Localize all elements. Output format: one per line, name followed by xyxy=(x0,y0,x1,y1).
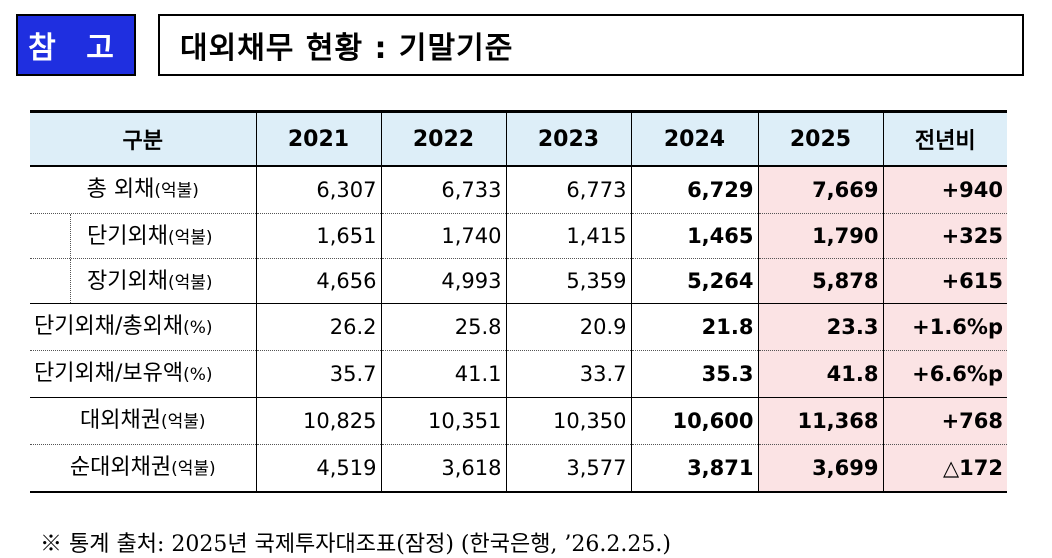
row-label: 장기외채(억불) xyxy=(30,258,256,304)
cell-value: 41.8 xyxy=(757,350,883,398)
source-note: ※ 통계 출처: 2025년 국제투자대조표(잠정) (한국은행, ’26.2.… xyxy=(40,532,671,557)
page-title: 대외채무 현황 : 기말기준 xyxy=(158,14,1024,76)
cell-value: 26.2 xyxy=(255,303,381,351)
cell-yoy: +940 xyxy=(882,166,1007,214)
cell-yoy: +6.6%p xyxy=(882,350,1007,398)
cell-value: 3,577 xyxy=(505,444,631,493)
cell-value: 21.8 xyxy=(630,303,758,351)
cell-yoy: +325 xyxy=(882,213,1007,259)
cell-value: 33.7 xyxy=(505,350,631,398)
cell-yoy: △172 xyxy=(882,444,1007,493)
cell-value: 7,669 xyxy=(757,166,883,214)
header-yoy: 전년비 xyxy=(882,110,1007,167)
cell-value: 11,368 xyxy=(757,397,883,445)
table-row: 단기외채(억불) 1,651 1,740 1,415 1,465 1,790 +… xyxy=(30,213,1007,259)
cell-value: 6,733 xyxy=(380,166,506,214)
row-label: 단기외채(억불) xyxy=(30,213,256,259)
cell-value: 4,993 xyxy=(380,258,506,304)
table-row: 장기외채(억불) 4,656 4,993 5,359 5,264 5,878 +… xyxy=(30,258,1007,304)
header-2023: 2023 xyxy=(505,110,631,167)
cell-value: 10,600 xyxy=(630,397,758,445)
cell-value: 4,519 xyxy=(255,444,381,493)
header-2022: 2022 xyxy=(380,110,506,167)
header-category: 구분 xyxy=(30,110,256,167)
cell-value: 5,359 xyxy=(505,258,631,304)
cell-value: 5,264 xyxy=(630,258,758,304)
table-row: 순대외채권(억불) 4,519 3,618 3,577 3,871 3,699 … xyxy=(30,444,1007,493)
cell-value: 10,825 xyxy=(255,397,381,445)
table-row: 총 외채(억불) 6,307 6,733 6,773 6,729 7,669 +… xyxy=(30,166,1007,214)
reference-badge: 참 고 xyxy=(16,14,136,76)
header-2025: 2025 xyxy=(757,110,883,167)
cell-value: 4,656 xyxy=(255,258,381,304)
cell-value: 10,351 xyxy=(380,397,506,445)
cell-value: 1,790 xyxy=(757,213,883,259)
cell-value: 6,307 xyxy=(255,166,381,214)
table-row: 단기외채/보유액(%) 35.7 41.1 33.7 35.3 41.8 +6.… xyxy=(30,350,1007,398)
table-header-row: 구분 2021 2022 2023 2024 2025 전년비 xyxy=(30,110,1007,167)
cell-value: 1,651 xyxy=(255,213,381,259)
cell-value: 6,729 xyxy=(630,166,758,214)
cell-value: 3,871 xyxy=(630,444,758,493)
cell-value: 41.1 xyxy=(380,350,506,398)
header-2024: 2024 xyxy=(630,110,758,167)
cell-yoy: +1.6%p xyxy=(882,303,1007,351)
cell-value: 3,699 xyxy=(757,444,883,493)
row-label: 단기외채/보유액(%) xyxy=(30,350,256,398)
table-row: 단기외채/총외채(%) 26.2 25.8 20.9 21.8 23.3 +1.… xyxy=(30,303,1007,351)
cell-value: 3,618 xyxy=(380,444,506,493)
row-label: 단기외채/총외채(%) xyxy=(30,303,256,351)
cell-value: 1,415 xyxy=(505,213,631,259)
cell-value: 35.7 xyxy=(255,350,381,398)
cell-yoy: +768 xyxy=(882,397,1007,445)
cell-value: 25.8 xyxy=(380,303,506,351)
row-label: 총 외채(억불) xyxy=(30,166,256,214)
table-row: 대외채권(억불) 10,825 10,351 10,350 10,600 11,… xyxy=(30,397,1007,445)
cell-value: 5,878 xyxy=(757,258,883,304)
header-2021: 2021 xyxy=(255,110,381,167)
cell-value: 35.3 xyxy=(630,350,758,398)
cell-value: 10,350 xyxy=(505,397,631,445)
cell-value: 1,465 xyxy=(630,213,758,259)
cell-value: 1,740 xyxy=(380,213,506,259)
external-debt-table: 구분 2021 2022 2023 2024 2025 전년비 총 외채(억불)… xyxy=(30,110,1007,493)
cell-value: 20.9 xyxy=(505,303,631,351)
cell-value: 6,773 xyxy=(505,166,631,214)
row-label: 대외채권(억불) xyxy=(30,397,256,445)
cell-yoy: +615 xyxy=(882,258,1007,304)
cell-value: 23.3 xyxy=(757,303,883,351)
row-label: 순대외채권(억불) xyxy=(30,444,256,493)
